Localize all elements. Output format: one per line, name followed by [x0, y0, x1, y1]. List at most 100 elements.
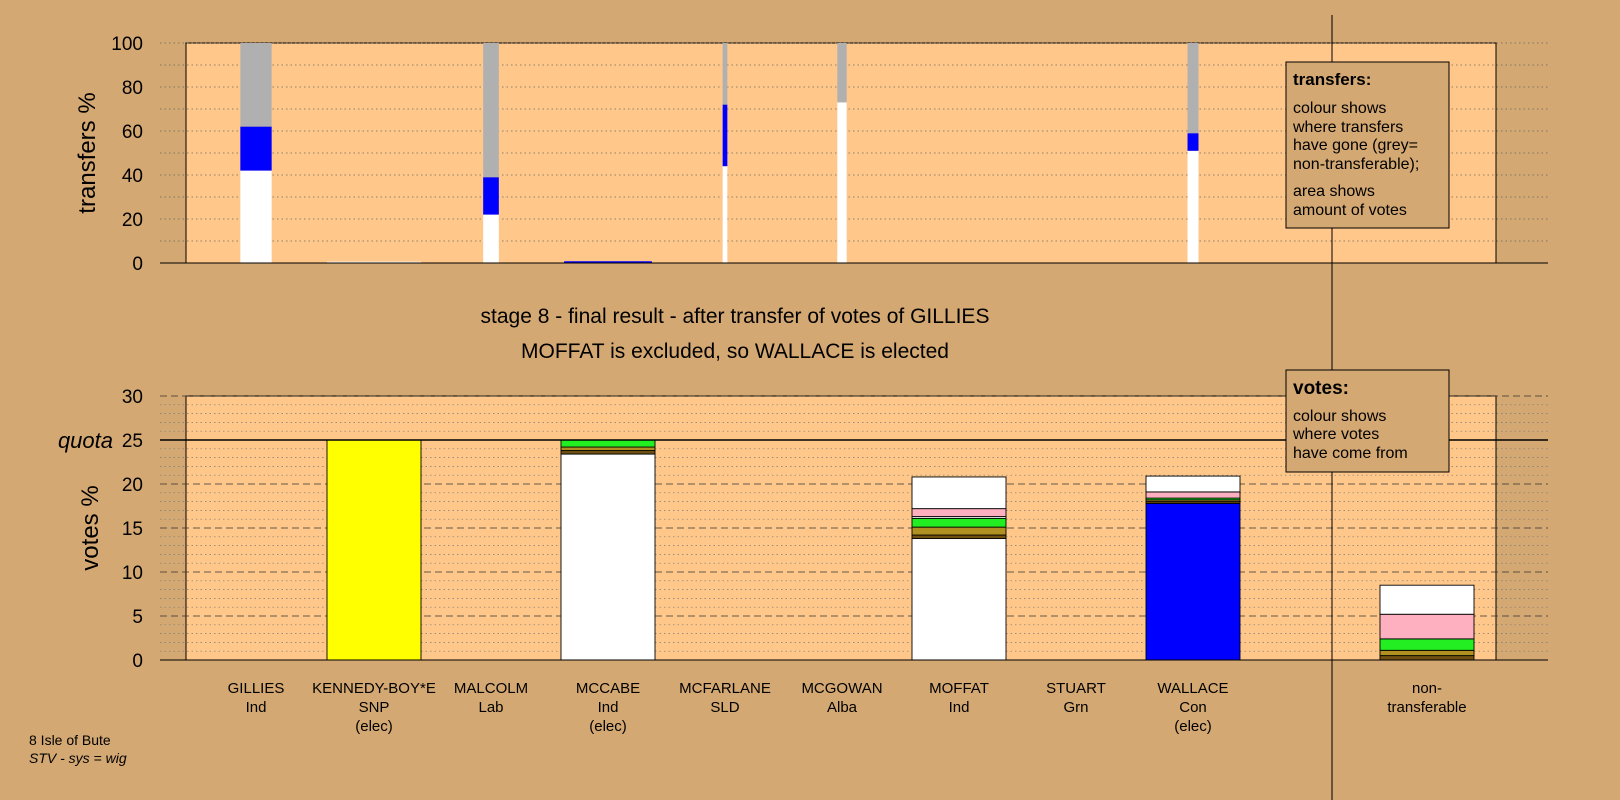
transfers-y-ticks: 0 20 40 60 80 100	[111, 34, 143, 275]
votes-legend-line: colour shows	[1293, 408, 1386, 425]
candidate-party: SNP	[359, 699, 390, 716]
votes-legend-line: where votes	[1292, 426, 1379, 443]
nontransferable-bar-segment-green	[1379, 638, 1475, 651]
vote-bar-segment-yellow	[326, 439, 422, 661]
stage-title: stage 8 - final result - after transfer …	[481, 305, 990, 328]
transfer-segment-white	[837, 102, 847, 264]
y-tick-label: 30	[122, 387, 143, 408]
votes-legend: votes: colour shows where votes have com…	[1285, 369, 1450, 473]
y-tick-label: 60	[122, 122, 143, 143]
transfer-segment-white	[327, 261, 421, 263]
transfer-segment-grey	[483, 43, 499, 178]
vote-bar-segment-olive	[560, 446, 656, 452]
candidate-status: (elec)	[355, 718, 393, 735]
candidate-name: KENNEDY-BOY*E	[312, 680, 436, 697]
votes-legend-line: have come from	[1293, 445, 1408, 462]
votes-legend-title: votes:	[1293, 378, 1349, 399]
vote-bar-segment-white	[1145, 475, 1241, 493]
transfer-segment-blue	[240, 126, 272, 171]
vote-bar-segment-green	[560, 439, 656, 448]
candidate-party: Grn	[1063, 699, 1088, 716]
candidate-party: Lab	[478, 699, 503, 716]
candidate-name: GILLIES	[228, 680, 285, 697]
candidate-party: Ind	[246, 699, 267, 716]
vote-bar-segment-pink	[911, 508, 1007, 518]
vote-bar-segment-blue	[1145, 502, 1241, 661]
candidate-party: Con	[1179, 699, 1207, 716]
candidate-name: MCFARLANE	[679, 680, 771, 697]
vote-bar-segment-olive	[911, 526, 1007, 536]
candidate-party: SLD	[710, 699, 739, 716]
nontransferable-bar-segment-pink	[1379, 613, 1475, 640]
y-tick-label: 20	[122, 210, 143, 231]
transfers-y-axis-label: transfers %	[74, 92, 101, 213]
stage-subtitle: MOFFAT is excluded, so WALLACE is electe…	[521, 340, 949, 363]
y-tick-label: 10	[122, 563, 143, 584]
vote-bar-segment-white	[560, 453, 656, 661]
transfers-legend-line: amount of votes	[1293, 202, 1407, 219]
transfer-segment-blue	[1187, 133, 1199, 151]
transfers-legend-line: area shows	[1293, 183, 1375, 200]
vote-bar-segment-green	[911, 517, 1007, 528]
votes-bars	[326, 439, 1475, 661]
nontransferable-bar-segment-olive	[1379, 649, 1475, 657]
candidate-status: (elec)	[1174, 718, 1212, 735]
transfer-segment-white	[1187, 150, 1199, 263]
candidate-labels: GILLIES Ind KENNEDY-BOY*E SNP (elec) MALCOLM L…	[228, 680, 1467, 735]
transfers-legend-title: transfers:	[1293, 70, 1371, 89]
candidate-party: Ind	[949, 699, 970, 716]
votes-legend-box	[1285, 369, 1450, 473]
y-tick-label: 5	[132, 607, 143, 628]
transfer-segment-grey	[837, 43, 847, 103]
vote-bar-segment-pink	[1145, 491, 1241, 499]
y-tick-label: 40	[122, 166, 143, 187]
y-tick-label: 25	[122, 431, 143, 452]
y-tick-label: 0	[132, 254, 143, 275]
transfers-legend: transfers: colour shows where transfers …	[1285, 61, 1450, 229]
candidate-party: Ind	[598, 699, 619, 716]
transfer-segment-white	[722, 166, 728, 263]
transfer-segment-blue	[483, 177, 499, 215]
y-tick-label: 20	[122, 475, 143, 496]
votes-y-ticks: 0 5 10 15 20 25 30	[122, 387, 143, 672]
transfer-segment-grey	[722, 43, 728, 105]
footer-ward: 8 Isle of Bute	[29, 732, 111, 748]
y-tick-label: 80	[122, 78, 143, 99]
candidate-name: MALCOLM	[454, 680, 528, 697]
transfers-legend-line: have gone (grey=	[1293, 137, 1418, 154]
nontransferable-bar-segment-brown	[1379, 655, 1475, 661]
vote-bar-segment-brown	[560, 450, 656, 455]
nontransferable-label: non-	[1412, 680, 1442, 697]
footer-system: STV - sys = wig	[29, 750, 127, 766]
transfer-segment-white	[240, 170, 272, 263]
candidate-name: WALLACE	[1157, 680, 1228, 697]
transfers-legend-line: colour shows	[1293, 100, 1386, 117]
quota-label: quota	[58, 428, 113, 453]
y-tick-label: 100	[111, 34, 143, 55]
candidate-name: MCGOWAN	[801, 680, 882, 697]
transfer-segment-blue	[722, 104, 728, 167]
transfer-segment-blue	[564, 261, 652, 263]
candidate-status: (elec)	[589, 718, 627, 735]
y-tick-label: 0	[132, 651, 143, 672]
transfers-bars	[240, 43, 1199, 264]
transfers-panel: 0 20 40 60 80 100 transfers %	[74, 34, 1548, 275]
transfers-legend-line: where transfers	[1292, 119, 1403, 136]
y-tick-label: 15	[122, 519, 143, 540]
transfers-legend-box	[1285, 61, 1450, 229]
candidate-name: MCCABE	[576, 680, 640, 697]
votes-panel: 0 5 10 15 20 25 30 quota votes % GILLIES Ind KEN…	[58, 387, 1548, 735]
nontransferable-bar-segment-white	[1379, 584, 1475, 615]
candidate-name: MOFFAT	[929, 680, 989, 697]
transfer-segment-white	[483, 214, 499, 263]
nontransferable-label: transferable	[1387, 699, 1466, 716]
votes-y-axis-label: votes %	[77, 485, 104, 570]
transfers-legend-line: non-transferable);	[1293, 156, 1419, 173]
transfer-segment-grey	[1187, 43, 1199, 134]
candidate-party: Alba	[827, 699, 858, 716]
candidate-name: STUART	[1046, 680, 1106, 697]
vote-bar-segment-brown	[911, 534, 1007, 540]
transfer-segment-grey	[240, 43, 272, 127]
vote-bar-segment-white	[911, 476, 1007, 510]
